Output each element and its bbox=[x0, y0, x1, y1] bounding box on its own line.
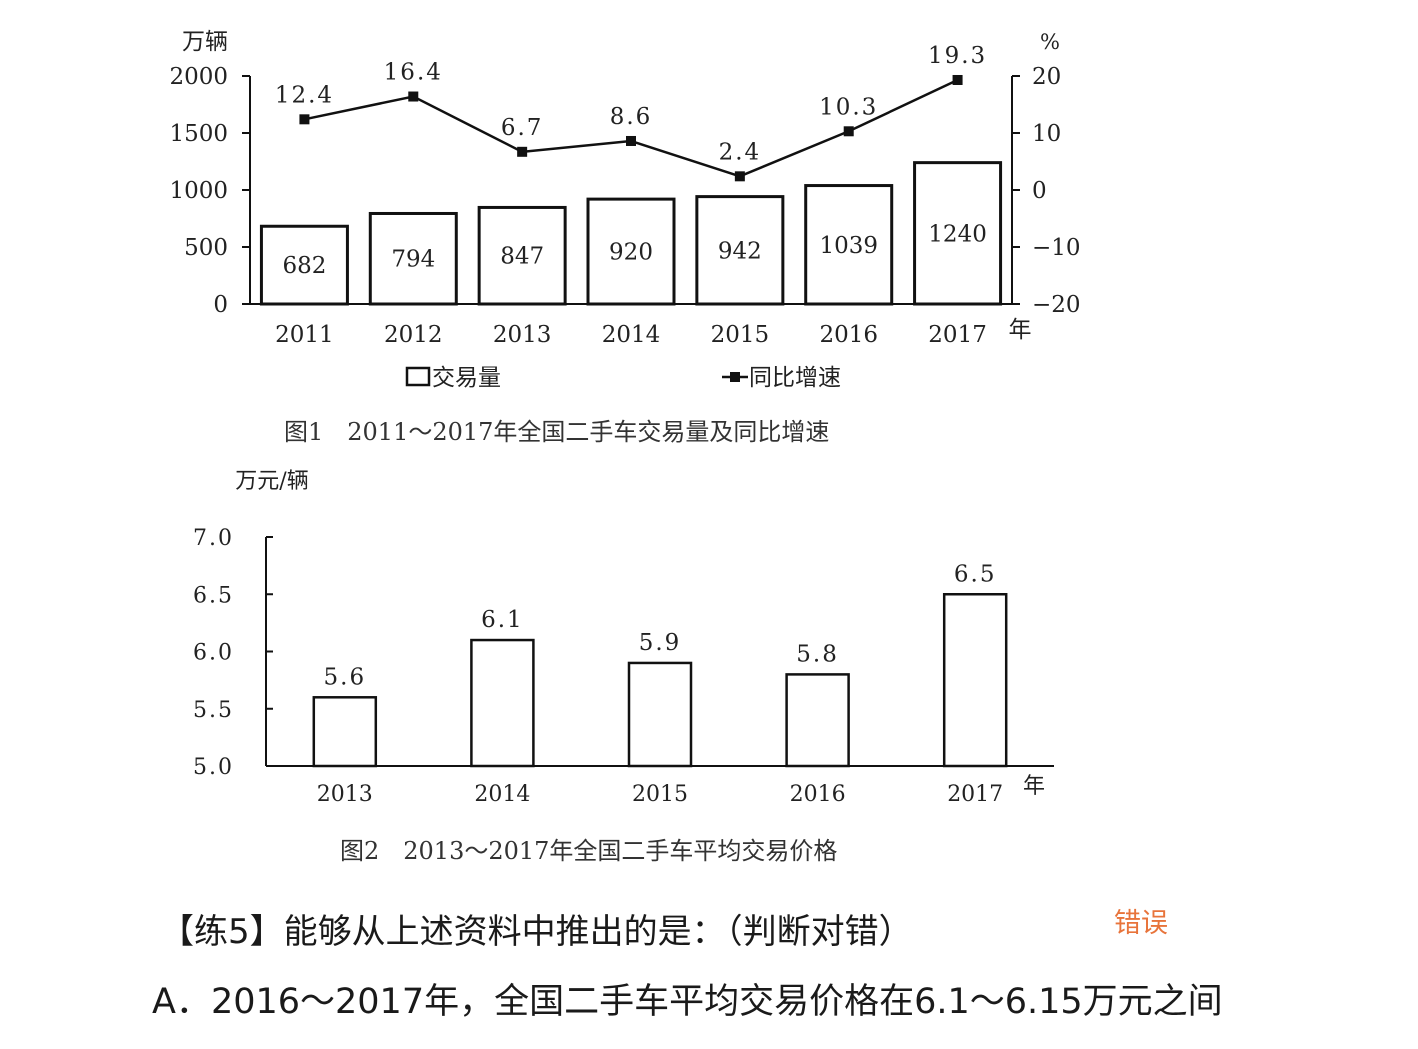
volume-bar bbox=[259, 224, 349, 306]
growth-point bbox=[952, 74, 963, 85]
x-tick-label: 2011 bbox=[275, 322, 334, 348]
right-tick-label: 0 bbox=[1032, 178, 1047, 204]
volume-bar bbox=[913, 161, 1003, 306]
growth-point-label: 2.4 bbox=[719, 139, 762, 165]
answer-tag: 错误 bbox=[1114, 908, 1168, 939]
growth-point bbox=[299, 114, 310, 125]
y-axis-unit: 万元/辆 bbox=[235, 469, 308, 494]
volume-bar bbox=[586, 197, 676, 306]
growth-point bbox=[734, 171, 745, 182]
y-tick-label: 6.0 bbox=[193, 641, 234, 666]
legend-bar-swatch bbox=[405, 366, 431, 387]
volume-bar-label: 682 bbox=[282, 253, 326, 279]
chart-1-svg: 0 500 1000 1500 2000 −20 −10 0 10 20 万辆 % 年 682 2011 79… bbox=[169, 29, 1081, 446]
y-tick-label: 5.5 bbox=[193, 698, 234, 723]
left-tick-label: 1500 bbox=[169, 121, 228, 147]
x-tick-label: 2015 bbox=[632, 782, 688, 807]
growth-point bbox=[408, 91, 419, 102]
chart-1-title: 图1 2011～2017年全国二手车交易量及同比增速 bbox=[284, 418, 829, 446]
y-tick-label: 6.5 bbox=[193, 583, 234, 608]
left-tick-label: 1000 bbox=[169, 178, 228, 204]
growth-point bbox=[843, 126, 854, 137]
volume-bar-label: 920 bbox=[609, 240, 653, 266]
price-bar bbox=[942, 593, 1008, 768]
volume-bar-label: 1240 bbox=[928, 221, 987, 247]
x-tick-label: 2013 bbox=[317, 782, 373, 807]
volume-bar bbox=[695, 195, 785, 306]
growth-point-label: 12.4 bbox=[275, 82, 334, 108]
x-tick-label: 2014 bbox=[602, 322, 661, 348]
right-tick-label: −20 bbox=[1032, 292, 1081, 318]
y-tick-label: 5.0 bbox=[193, 755, 234, 780]
x-tick-label: 2017 bbox=[947, 782, 1003, 807]
left-axis-unit: 万辆 bbox=[182, 29, 228, 55]
price-bar-label: 5.6 bbox=[324, 664, 367, 690]
growth-point-label: 19.3 bbox=[928, 43, 987, 69]
left-tick-label: 2000 bbox=[169, 64, 228, 90]
price-bar-label: 6.5 bbox=[954, 561, 997, 587]
left-tick-label: 500 bbox=[184, 235, 228, 261]
price-bar bbox=[627, 661, 693, 768]
x-axis-unit: 年 bbox=[1009, 317, 1032, 343]
x-tick-label: 2016 bbox=[819, 322, 878, 348]
volume-bar bbox=[368, 211, 458, 306]
price-bar-label: 5.8 bbox=[796, 641, 839, 667]
x-axis-unit: 年 bbox=[1023, 774, 1045, 799]
growth-point-label: 16.4 bbox=[384, 60, 443, 86]
x-tick-label: 2015 bbox=[711, 322, 770, 348]
chart-2-svg: 5.0 5.5 6.0 6.5 7.0 万元/辆年 5.6 2013 6.1 2014 5.9 201… bbox=[193, 469, 1054, 865]
x-tick-label: 2012 bbox=[384, 322, 443, 348]
growth-point-label: 6.7 bbox=[501, 115, 544, 141]
price-bar-label: 5.9 bbox=[639, 630, 682, 656]
price-bar bbox=[470, 638, 535, 768]
volume-bar-label: 847 bbox=[500, 244, 544, 270]
chart-2-title: 图2 2013～2017年全国二手车平均交易价格 bbox=[340, 837, 837, 865]
growth-point-label: 8.6 bbox=[610, 104, 653, 130]
option-a[interactable]: A．2016～2017年，全国二手车平均交易价格在6.1～6.15万元之间 bbox=[152, 982, 1223, 1022]
price-bar bbox=[785, 673, 850, 768]
legend-line-marker bbox=[730, 372, 740, 382]
volume-bar-label: 794 bbox=[391, 247, 435, 273]
left-tick-label: 0 bbox=[213, 292, 228, 318]
right-tick-label: −10 bbox=[1032, 235, 1081, 261]
x-tick-label: 2013 bbox=[493, 322, 552, 348]
right-tick-label: 10 bbox=[1032, 121, 1061, 147]
right-tick-label: 20 bbox=[1032, 64, 1061, 90]
x-tick-label: 2014 bbox=[474, 782, 530, 807]
price-bar bbox=[312, 696, 378, 768]
question-title: 【练5】能够从上述资料中推出的是：（判断对错） bbox=[160, 912, 913, 952]
x-tick-label: 2016 bbox=[790, 782, 846, 807]
legend-bar-label: 交易量 bbox=[432, 365, 501, 391]
volume-bar bbox=[477, 205, 567, 306]
legend-line-label: 同比增速 bbox=[749, 365, 841, 391]
volume-bar-label: 1039 bbox=[819, 233, 878, 259]
growth-point bbox=[517, 146, 528, 157]
growth-point-label: 10.3 bbox=[819, 94, 878, 120]
right-axis-unit: % bbox=[1040, 30, 1060, 54]
growth-point bbox=[626, 135, 636, 146]
price-bar-label: 6.1 bbox=[481, 607, 524, 633]
x-tick-label: 2017 bbox=[928, 322, 987, 348]
y-tick-label: 7.0 bbox=[193, 526, 234, 551]
volume-bar bbox=[804, 184, 894, 306]
volume-bar-label: 942 bbox=[718, 238, 762, 264]
